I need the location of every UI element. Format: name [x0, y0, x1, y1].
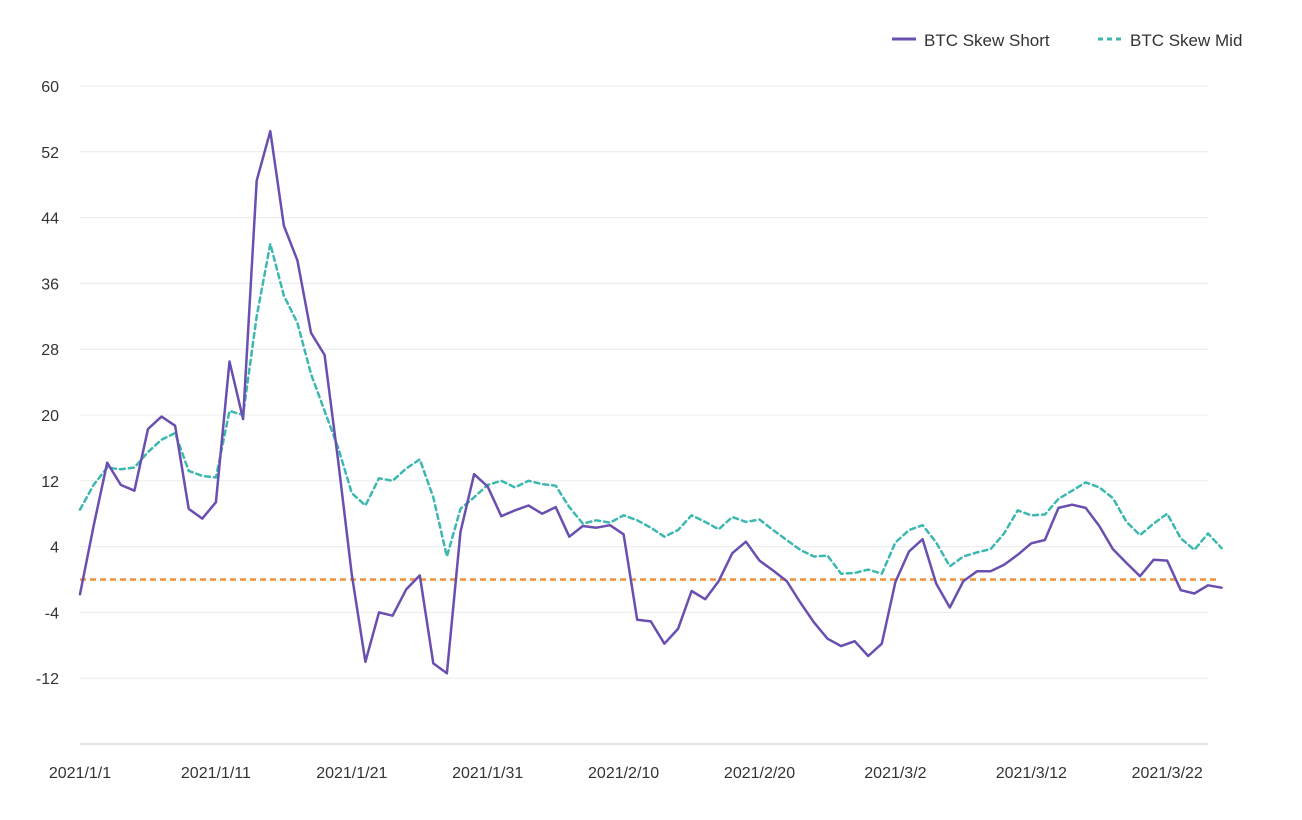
x-tick-label: 2021/3/12 — [996, 765, 1067, 782]
x-tick-label: 2021/2/10 — [588, 765, 659, 782]
y-tick-label: 36 — [41, 276, 59, 293]
legend-item-skew-short[interactable]: BTC Skew Short — [892, 31, 1050, 50]
y-tick-label: 44 — [41, 211, 59, 228]
y-tick-label: 28 — [41, 342, 59, 359]
y-tick-labels: -12 -4 4 12 20 28 36 44 52 60 — [36, 79, 59, 688]
x-tick-label: 2021/1/21 — [316, 765, 387, 782]
x-tick-label: 2021/3/22 — [1132, 765, 1203, 782]
legend-item-skew-mid[interactable]: BTC Skew Mid — [1098, 31, 1242, 50]
legend-label-skew-mid: BTC Skew Mid — [1130, 31, 1242, 50]
legend-label-skew-short: BTC Skew Short — [924, 31, 1050, 50]
y-tick-label: 60 — [41, 79, 59, 96]
legend: BTC Skew Short BTC Skew Mid — [892, 31, 1242, 50]
x-tick-labels: 2021/1/1 2021/1/11 2021/1/21 2021/1/31 2021/… — [49, 765, 1203, 782]
y-tick-label: 12 — [41, 474, 59, 491]
y-tick-label: -12 — [36, 671, 59, 688]
x-tick-label: 2021/1/1 — [49, 765, 111, 782]
x-tick-label: 2021/1/31 — [452, 765, 523, 782]
y-tick-label: 20 — [41, 408, 59, 425]
x-tick-label: 2021/2/20 — [724, 765, 795, 782]
series-lines — [78, 129, 1223, 675]
x-tick-label: 2021/1/11 — [181, 765, 251, 782]
series-line-skew-short — [78, 129, 1223, 675]
gridlines — [80, 85, 1208, 679]
y-tick-label: 4 — [50, 540, 59, 557]
series-line-skew-mid — [78, 242, 1223, 575]
y-tick-label: 52 — [41, 145, 59, 162]
x-tick-label: 2021/3/2 — [864, 765, 926, 782]
y-tick-label: -4 — [45, 605, 59, 622]
